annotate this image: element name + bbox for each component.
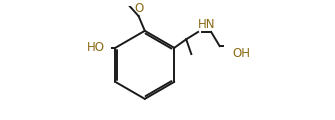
Text: HN: HN (198, 18, 216, 31)
Text: OH: OH (232, 47, 250, 60)
Text: HO: HO (86, 41, 105, 54)
Text: O: O (134, 3, 143, 15)
